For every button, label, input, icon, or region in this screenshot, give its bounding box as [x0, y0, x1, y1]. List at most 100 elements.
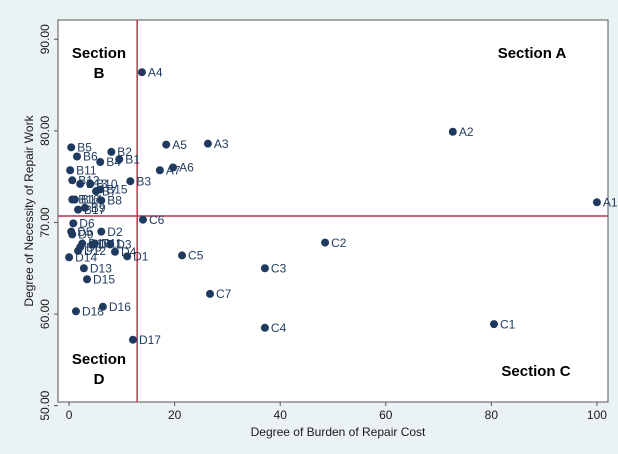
x-tick-label: 20 — [168, 408, 182, 422]
point — [68, 195, 77, 204]
point — [80, 203, 89, 212]
point — [79, 264, 88, 273]
point — [203, 139, 212, 148]
point-label: D12 — [84, 244, 106, 258]
point — [96, 157, 105, 166]
point-label: D13 — [90, 261, 112, 275]
point — [137, 68, 146, 77]
x-tick-label: 0 — [66, 408, 73, 422]
point-label: D18 — [82, 304, 104, 318]
point — [65, 253, 74, 262]
point-label: B11 — [76, 163, 97, 177]
point-label: D11 — [101, 237, 122, 251]
y-tick-label: 80.00 — [38, 116, 52, 146]
section-label: Section — [72, 45, 126, 62]
point-label: D4 — [121, 245, 137, 259]
point — [74, 246, 83, 255]
point — [107, 147, 116, 156]
point-label: C3 — [271, 261, 287, 275]
point-label: D7 — [98, 238, 114, 252]
point-label: B7 — [102, 184, 117, 198]
point — [123, 252, 132, 261]
x-tick-label: 80 — [485, 408, 499, 422]
point-label: A5 — [172, 138, 187, 152]
point-label: D1 — [133, 250, 149, 264]
point-label: B15 — [106, 183, 128, 197]
section-label: Section A — [498, 45, 567, 62]
point — [128, 335, 137, 344]
point-label: B4 — [106, 155, 121, 169]
point — [96, 185, 105, 194]
point — [126, 177, 135, 186]
point — [111, 247, 120, 256]
point-label: D15 — [93, 272, 115, 286]
section-label: Section C — [501, 363, 570, 380]
point-label: D5 — [77, 225, 93, 239]
x-tick-label: 60 — [379, 408, 393, 422]
point-label: B17 — [84, 203, 106, 217]
point — [68, 176, 77, 185]
point — [69, 219, 78, 228]
point-label: D14 — [75, 250, 97, 264]
point — [76, 179, 85, 188]
point-label: B9 — [91, 201, 106, 215]
point-label: C4 — [271, 321, 287, 335]
point-label: A2 — [459, 125, 474, 139]
y-tick-label: 90.00 — [38, 24, 52, 54]
point-label: B5 — [77, 141, 92, 155]
point — [67, 143, 76, 152]
x-axis-title: Degree of Burden of Repair Cost — [251, 425, 426, 439]
point-label: B16 — [78, 193, 100, 207]
point-label: D9 — [78, 228, 94, 242]
section-label: Section — [72, 351, 126, 368]
point — [448, 127, 457, 136]
point-label: A6 — [179, 161, 194, 175]
point — [169, 163, 178, 172]
point — [90, 239, 99, 248]
point — [321, 238, 330, 247]
point-label: B1 — [125, 152, 140, 166]
y-tick-label: 50.00 — [38, 390, 52, 420]
point-label: A7 — [166, 163, 181, 177]
section-label: D — [94, 371, 105, 388]
point — [73, 152, 82, 161]
y-tick-label: 60.00 — [38, 299, 52, 329]
point — [162, 140, 171, 149]
point-label: B3 — [136, 174, 151, 188]
point — [260, 323, 269, 332]
point-label: B8 — [107, 194, 122, 208]
point-label: B6 — [83, 150, 98, 164]
point-label: A1 — [603, 195, 618, 209]
point — [206, 289, 215, 298]
point — [78, 239, 87, 248]
point — [489, 320, 498, 329]
point-label: B2 — [117, 145, 132, 159]
point-label: D17 — [139, 333, 161, 347]
y-axis-title: Degree of Necessity of Repair Work — [22, 114, 36, 306]
point — [97, 196, 106, 205]
point-label: D2 — [107, 225, 123, 239]
point-label: C2 — [331, 236, 347, 250]
point — [155, 166, 164, 175]
plot-area — [57, 19, 609, 403]
point — [97, 227, 106, 236]
point — [86, 179, 95, 188]
point-label: D3 — [116, 238, 132, 252]
point-label: C5 — [188, 249, 204, 263]
point — [68, 230, 77, 239]
point — [106, 240, 115, 249]
point-label: B14 — [81, 193, 103, 207]
point-label: A4 — [148, 65, 163, 79]
point-label: D16 — [109, 300, 131, 314]
point — [138, 215, 147, 224]
point-label: C7 — [216, 287, 232, 301]
x-tick-label: 40 — [274, 408, 288, 422]
point-label: C6 — [149, 213, 165, 227]
point-label: A3 — [214, 137, 229, 151]
y-tick-label: 70.00 — [38, 207, 52, 237]
point — [71, 307, 80, 316]
point-label: D6 — [79, 217, 95, 231]
point — [592, 198, 601, 207]
point — [66, 166, 75, 175]
